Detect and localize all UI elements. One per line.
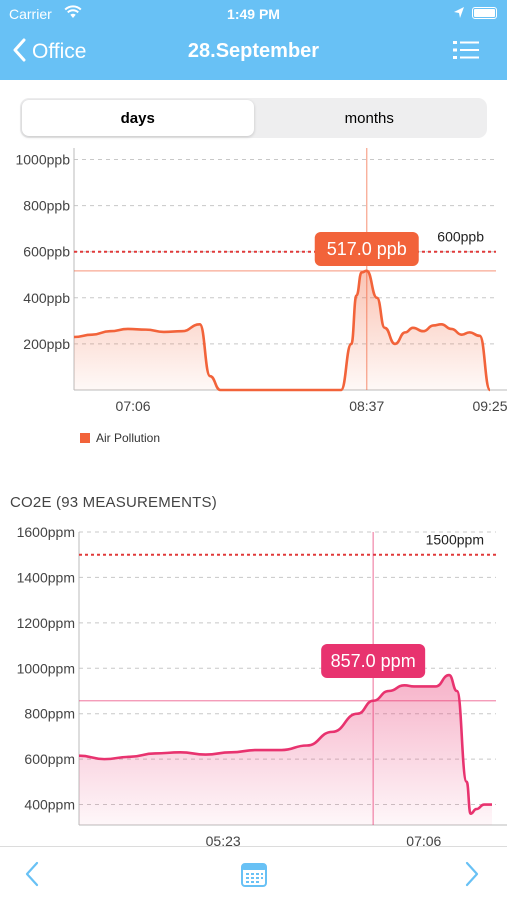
legend-label-air-pollution: Air Pollution: [96, 431, 161, 445]
chart-legend: Air Pollution: [80, 431, 160, 445]
legend-swatch-air-pollution: [80, 433, 90, 443]
segment-months[interactable]: months: [344, 109, 394, 127]
highlight-badge-label: 517.0 ppb: [327, 239, 407, 259]
back-label: Office: [32, 40, 87, 63]
wifi-icon: [64, 5, 82, 22]
y-tick-label: 400ppm: [24, 797, 75, 813]
threshold-label: 600ppb: [437, 229, 484, 245]
next-chevron-icon[interactable]: [464, 861, 480, 892]
y-tick-label: 600ppm: [24, 751, 75, 767]
y-tick-label: 1200ppm: [17, 615, 75, 631]
air-pollution-chart: 200ppb 400ppb 600ppb 800ppb 1000ppb 07:06 08:3…: [15, 148, 507, 414]
highlight-badge-label: 857.0 ppm: [331, 651, 416, 671]
y-tick-label: 1600ppm: [17, 524, 75, 540]
y-tick-label: 1000ppm: [17, 660, 75, 676]
y-tick-label: 400ppb: [23, 290, 70, 306]
page-title: 28.September: [187, 40, 320, 62]
segment-days[interactable]: days: [22, 100, 254, 136]
x-tick-label: 07:06: [406, 833, 441, 846]
co2e-section-title: CO2E (93 MEASUREMENTS): [10, 494, 217, 511]
status-bar: Carrier 1:49 PM: [0, 0, 507, 28]
x-tick-label: 08:37: [349, 398, 384, 414]
x-tick-label: 09:25: [472, 398, 507, 414]
y-tick-label: 1000ppb: [15, 152, 70, 168]
list-menu-icon[interactable]: [451, 38, 481, 67]
clock-time: 1:49 PM: [227, 6, 280, 22]
highlight-badge: [314, 232, 419, 266]
y-tick-label: 800ppm: [24, 706, 75, 722]
co2e-chart: 400ppm 600ppm 800ppm 1000ppm 1200ppm 1400ppm 1…: [17, 524, 507, 846]
calendar-icon[interactable]: [240, 860, 268, 893]
threshold-label: 1500ppm: [426, 532, 484, 548]
back-button[interactable]: Office: [12, 36, 86, 68]
nav-bar: Office 28.September: [0, 30, 507, 76]
battery-icon: [472, 7, 497, 19]
bottom-toolbar: [0, 846, 507, 900]
y-tick-label: 800ppb: [23, 198, 70, 214]
carrier-label: Carrier: [9, 6, 52, 22]
back-chevron-icon: [12, 38, 26, 67]
x-tick-label: 05:23: [206, 833, 241, 846]
location-icon: [453, 6, 465, 23]
series-line: [73, 269, 492, 392]
series-area: [74, 270, 490, 390]
period-segmented-control: days months: [20, 98, 487, 138]
navigation-header: Carrier 1:49 PM Office 28.September: [0, 0, 507, 80]
prev-chevron-icon[interactable]: [24, 861, 40, 892]
y-tick-label: 1400ppm: [17, 569, 75, 585]
x-tick-label: 07:06: [116, 398, 151, 414]
highlight-badge: [321, 644, 426, 678]
y-tick-label: 200ppb: [23, 336, 70, 352]
y-tick-label: 600ppb: [23, 244, 70, 260]
